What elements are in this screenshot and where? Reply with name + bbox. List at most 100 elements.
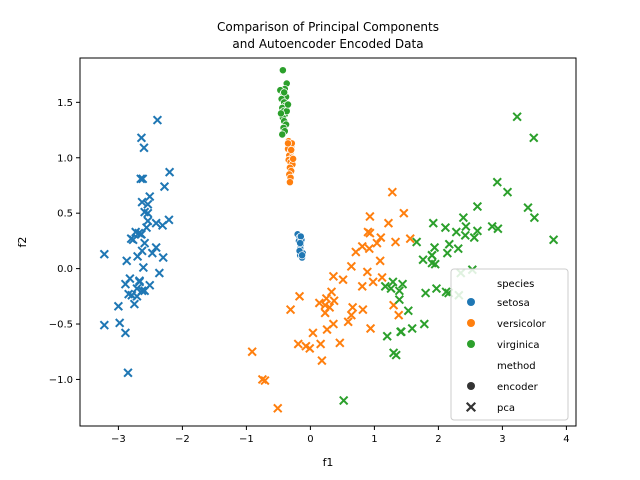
data-point xyxy=(529,212,540,223)
data-point xyxy=(460,230,470,240)
legend-marker-pca xyxy=(465,401,477,413)
data-point xyxy=(285,304,296,315)
data-point xyxy=(376,232,386,243)
y-axis-label: f2 xyxy=(16,237,29,248)
data-point xyxy=(368,277,378,287)
data-point xyxy=(122,256,132,266)
data-point xyxy=(394,295,404,305)
data-point xyxy=(151,242,161,253)
data-point xyxy=(493,224,503,234)
data-point xyxy=(324,302,335,313)
data-point xyxy=(346,261,356,272)
data-point xyxy=(365,323,376,334)
data-point xyxy=(397,279,408,289)
data-point xyxy=(418,255,428,265)
data-point xyxy=(301,341,311,351)
plot-frame xyxy=(79,57,577,427)
y-tick-label: 0.5 xyxy=(57,209,73,220)
data-point xyxy=(284,100,292,109)
legend-label-pca: pca xyxy=(497,403,515,414)
data-point xyxy=(375,256,385,266)
data-point xyxy=(141,222,152,233)
data-point xyxy=(440,222,451,233)
data-point xyxy=(428,218,438,228)
data-point xyxy=(512,112,522,122)
data-point xyxy=(388,277,398,287)
y-tick-label: −0.5 xyxy=(49,320,73,331)
data-point xyxy=(145,191,155,202)
data-point xyxy=(136,133,147,143)
data-point xyxy=(273,403,283,413)
data-point xyxy=(377,272,387,283)
data-point xyxy=(363,227,373,237)
data-point xyxy=(357,241,367,252)
x-tick-label: 1 xyxy=(371,434,377,445)
data-point xyxy=(548,235,559,245)
data-point xyxy=(147,248,157,258)
x-tick-label: 2 xyxy=(435,434,441,445)
data-point xyxy=(431,283,442,294)
data-point xyxy=(305,343,315,354)
data-point xyxy=(277,109,285,118)
data-point xyxy=(396,327,406,337)
data-point xyxy=(140,238,150,248)
data-point xyxy=(138,262,148,273)
data-point xyxy=(143,199,153,209)
data-point xyxy=(164,167,175,177)
data-point xyxy=(335,338,345,348)
legend-label-encoder: encoder xyxy=(497,382,539,393)
data-point xyxy=(390,237,401,247)
x-axis: −3 −2 −1 0 1 2 3 4 xyxy=(111,426,570,445)
data-point xyxy=(296,232,305,241)
x-tick-label: −3 xyxy=(111,434,126,445)
y-tick-label: 0.0 xyxy=(57,264,73,275)
data-point xyxy=(314,298,324,308)
data-point xyxy=(343,317,353,327)
data-point xyxy=(99,320,109,330)
data-point xyxy=(338,275,348,285)
data-point xyxy=(419,319,429,329)
data-point xyxy=(329,296,339,306)
data-point xyxy=(407,323,417,334)
data-point xyxy=(132,291,142,301)
series-setosa-encoder xyxy=(293,230,307,262)
data-point xyxy=(154,268,164,278)
data-point xyxy=(403,306,413,316)
legend-label-setosa: setosa xyxy=(497,298,530,309)
data-point xyxy=(284,139,292,148)
y-axis: −1.0 −0.5 0.0 0.5 1.0 1.5 xyxy=(49,98,80,386)
legend-label-virginica: virginica xyxy=(497,340,540,351)
data-point xyxy=(523,203,533,213)
data-point xyxy=(328,319,339,329)
y-tick-label: 1.5 xyxy=(57,98,73,109)
series-versicolor-encoder xyxy=(284,137,298,187)
y-tick-label: −1.0 xyxy=(49,375,73,386)
data-point xyxy=(399,208,409,218)
data-point xyxy=(124,289,134,299)
data-point xyxy=(128,235,138,245)
data-point xyxy=(143,208,153,218)
data-point xyxy=(151,218,161,228)
data-point xyxy=(298,251,307,260)
x-tick-label: 3 xyxy=(499,434,505,445)
data-point xyxy=(326,287,337,297)
chart-title-line-1: Comparison of Principal Components xyxy=(217,20,439,34)
data-point xyxy=(328,271,339,281)
legend-marker-versicolor xyxy=(467,319,475,327)
data-point xyxy=(296,239,305,248)
data-point xyxy=(294,291,305,301)
legend-marker-virginica xyxy=(467,340,475,348)
data-point xyxy=(293,339,303,349)
data-point xyxy=(139,143,149,153)
legend-marker-encoder xyxy=(467,382,475,390)
y-tick-label: 1.0 xyxy=(57,153,73,164)
data-point xyxy=(472,201,483,212)
data-point xyxy=(362,267,372,277)
data-point xyxy=(502,187,513,197)
data-point xyxy=(386,283,396,294)
data-point xyxy=(429,242,440,253)
data-point xyxy=(469,232,479,243)
legend-style-title: method xyxy=(497,361,536,372)
legend-box xyxy=(450,268,569,421)
